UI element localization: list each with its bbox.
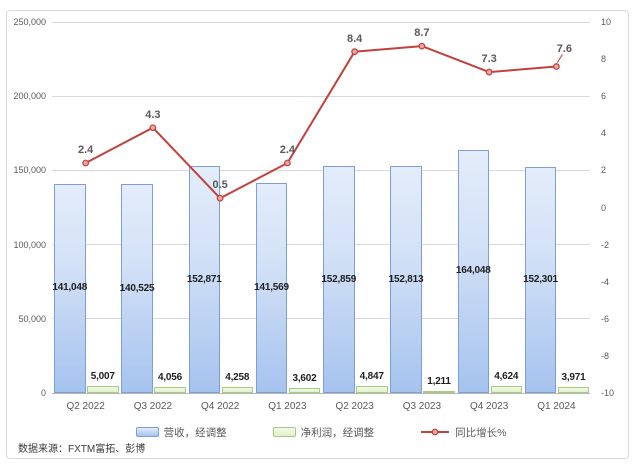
legend-label: 同比增长%: [455, 426, 507, 439]
profit-legend-swatch-icon: [272, 427, 296, 437]
legend-label: 营收，经调整: [163, 426, 227, 439]
revenue-legend-swatch-icon: [135, 427, 159, 437]
growth-legend-line-icon: [421, 428, 450, 436]
legend-item-profit: 净利润，经调整: [272, 425, 375, 440]
legend-item-growth: 同比增长%: [420, 425, 506, 440]
legend-label: 净利润，经调整: [300, 426, 375, 439]
chart-frame: [6, 10, 629, 459]
chart-legend: 营收，经调整 净利润，经调整 同比增长%: [52, 424, 590, 440]
legend-item-revenue: 营收，经调整: [135, 425, 227, 440]
source-note: 数据来源：FXTM富拓、彭博: [18, 444, 146, 455]
